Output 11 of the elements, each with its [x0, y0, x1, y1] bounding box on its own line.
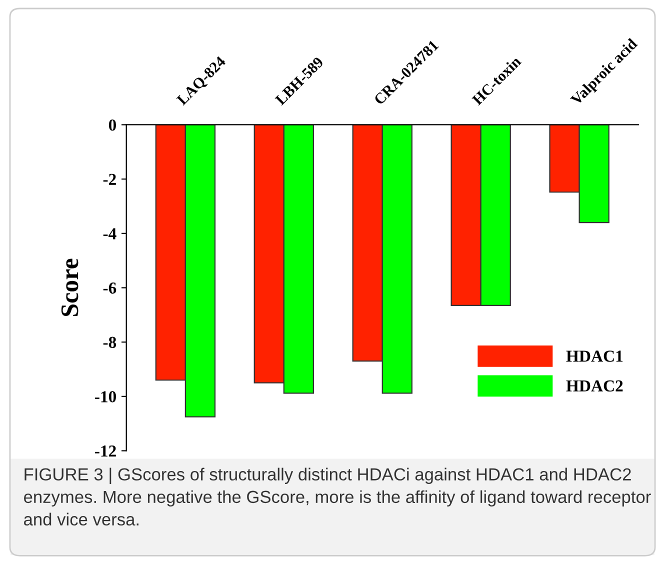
- y-tick-label: -4: [103, 228, 116, 240]
- y-tick-label: -10: [95, 391, 116, 402]
- y-tick-label: -8: [103, 336, 116, 348]
- y-tick-label: 0: [108, 119, 116, 131]
- legend-label: HDAC1: [566, 350, 623, 362]
- legend-label: HDAC2: [566, 380, 623, 392]
- y-tick-label: -2: [103, 174, 116, 185]
- y-axis-title: Score: [61, 258, 78, 316]
- caption: FIGURE 3 | GScores of structurally distinct HDACi against HDAC1 and HDAC2 enzymes. More negative the GScore, more is the affinity of ligand toward receptor and vice versa.: [24, 468, 651, 526]
- y-tick-label: -12: [95, 446, 116, 457]
- y-tick-label: -6: [103, 282, 116, 294]
